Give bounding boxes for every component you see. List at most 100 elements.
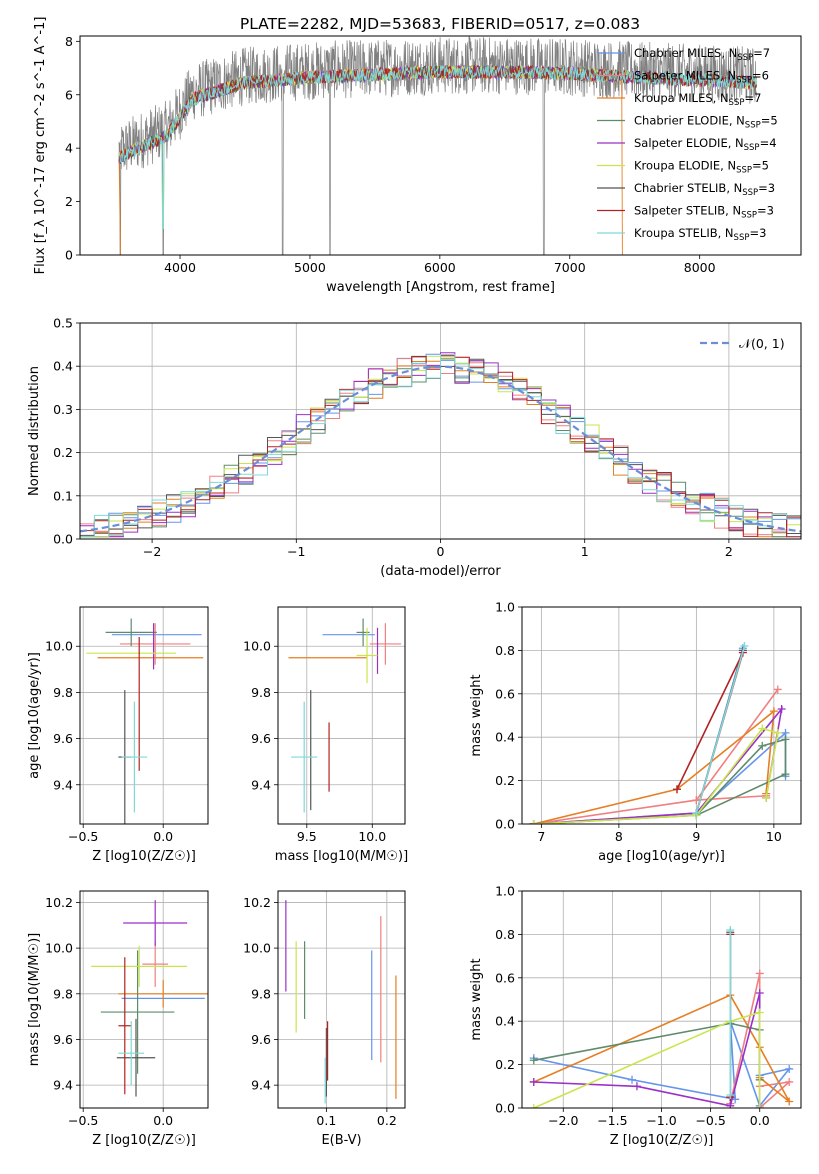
- weight-point: [755, 969, 764, 978]
- y-tick-label: 0.2: [495, 1057, 515, 1072]
- legend-subscript: SSP: [729, 98, 745, 108]
- panel-residuals: −2 −1 0 1 2 0.0 0.1 0.2 0.3 0.4 0.5 (data-model)/er…: [27, 316, 802, 579]
- weight-point: [755, 1008, 764, 1017]
- weight-point: [785, 1077, 794, 1086]
- panel-mass-vs-EBV: 0.1 0.2 9.4 9.6 9.8 10.0 10.2 E(B-V): [243, 890, 406, 1148]
- y-tick-label: 10.0: [243, 941, 271, 956]
- x-axis-label: Z [log10(Z/Z☉)]: [610, 1133, 714, 1148]
- legend-label: Kroupa STELIB, NSSP=3: [634, 226, 766, 243]
- y-tick-label: 0.8: [495, 643, 515, 658]
- y-axis-label: mass [log10(M/M☉)]: [27, 933, 42, 1066]
- weight-point: [673, 785, 681, 794]
- x-tick-label: 7000: [554, 260, 586, 275]
- legend-label: Chabrier STELIB, NSSP=3: [634, 181, 775, 198]
- y-axis-label: mass weight: [469, 958, 484, 1040]
- x-axis-label: mass [log10(M/M☉)]: [275, 849, 408, 864]
- x-tick-label: −0.5: [695, 1113, 725, 1128]
- y-tick-label: 0.3: [53, 402, 73, 417]
- y-tick-label: 9.6: [251, 1032, 271, 1047]
- legend-label: Chabrier ELODIE, NSSP=5: [634, 114, 778, 131]
- axes-frame: [79, 35, 802, 256]
- y-tick-label: 0.6: [495, 970, 515, 985]
- x-tick-label: 8000: [684, 260, 716, 275]
- weight-point: [785, 1097, 794, 1106]
- x-axis-label: Z [log10(Z/Z☉)]: [92, 849, 196, 864]
- legend-subscript: SSP: [742, 188, 758, 198]
- x-tick-label: 4000: [164, 260, 196, 275]
- weight-point: [769, 707, 778, 716]
- legend-subscript: SSP: [734, 233, 750, 243]
- legend-label: 𝒩(0, 1): [739, 336, 785, 351]
- y-tick-label: 0.4: [495, 1014, 515, 1029]
- x-tick-label: −0.5: [68, 1113, 98, 1128]
- axes-frame: [79, 322, 802, 540]
- legend-label: Kroupa MILES, NSSP=7: [634, 91, 761, 108]
- y-tick-label: 1.0: [495, 884, 515, 899]
- x-tick-label: 0.1: [316, 1113, 336, 1128]
- legend-value: =7: [753, 46, 770, 60]
- weight-point: [692, 796, 701, 805]
- plot-area: [80, 352, 801, 538]
- plot-area: [118, 36, 758, 255]
- y-tick-label: 0.8: [495, 927, 515, 942]
- x-tick-label: 9: [692, 829, 700, 844]
- legend-value: =3: [758, 181, 775, 195]
- weight-series-line: [533, 992, 761, 1108]
- plot-area: [288, 618, 402, 813]
- plot-area: [529, 642, 790, 824]
- panel-age-vs-mass: 9.5 10.0 9.4 9.6 9.8 10.0 mass [log10(M/M☉)]: [243, 606, 408, 864]
- weight-series-line: [533, 709, 775, 824]
- weight-series-line: [533, 738, 787, 824]
- weight-point: [692, 809, 701, 818]
- weight-point: [773, 728, 782, 737]
- axes-frame: [79, 890, 209, 1109]
- x-tick-label: 2: [725, 544, 733, 559]
- y-tick-label: 0.0: [495, 817, 515, 832]
- x-axis-label: Z [log10(Z/Z☉)]: [92, 1133, 196, 1148]
- legend-label: Salpeter MILES, NSSP=6: [634, 69, 769, 86]
- x-tick-label: 0.2: [377, 1113, 397, 1128]
- y-tick-label: 6: [65, 87, 73, 102]
- weight-point: [726, 1090, 735, 1099]
- x-tick-label: −2.0: [548, 1113, 578, 1128]
- plot-area: [86, 618, 204, 824]
- weight-point: [632, 1082, 641, 1091]
- y-tick-label: 1.0: [495, 600, 515, 615]
- y-tick-label: 0.5: [53, 316, 73, 331]
- weight-point: [755, 1104, 764, 1108]
- y-axis-label: age [log10(age/yr)]: [27, 652, 42, 779]
- plot-area: [529, 926, 794, 1108]
- weight-point: [755, 988, 764, 997]
- panel-age-vs-Z: −0.5 0.0 9.4 9.6 9.8 10.0 Z [log10(Z/Z☉)] age […: [27, 606, 209, 864]
- weight-series-line: [676, 652, 744, 814]
- y-tick-label: 10.0: [45, 941, 73, 956]
- weight-point: [773, 685, 782, 694]
- weight-point: [785, 1064, 794, 1073]
- legend: Chabrier MILES, NSSP=7 Salpeter MILES, NS…: [597, 46, 778, 243]
- y-axis-label: Normed distribution: [27, 366, 42, 496]
- weight-point: [529, 820, 538, 824]
- normal-curve: [80, 365, 801, 533]
- weight-point: [781, 735, 790, 744]
- x-tick-label: 0.0: [153, 829, 173, 844]
- y-tick-label: 0.4: [495, 730, 515, 745]
- x-axis-label: age [log10(age/yr)]: [598, 849, 725, 864]
- y-tick-label: 10.2: [243, 895, 271, 910]
- legend-label: Salpeter STELIB, NSSP=3: [634, 204, 774, 221]
- y-tick-label: 10.0: [45, 639, 73, 654]
- x-tick-label: 8: [615, 829, 623, 844]
- x-tick-label: 5000: [294, 260, 326, 275]
- legend: 𝒩(0, 1): [700, 336, 785, 351]
- y-tick-label: 0.6: [495, 686, 515, 701]
- panel-spectrum: 4000 5000 6000 7000 8000 0 2 4 6 8 wavelength [Ang…: [33, 17, 802, 295]
- legend-value: =3: [757, 204, 774, 218]
- y-tick-label: 10.0: [243, 639, 271, 654]
- axes-frame: [277, 890, 406, 1109]
- y-tick-label: 9.4: [251, 1078, 271, 1093]
- weight-point: [726, 926, 735, 935]
- y-tick-label: 0.2: [53, 445, 73, 460]
- legend-value: =3: [749, 226, 766, 240]
- legend-value: =4: [760, 136, 777, 150]
